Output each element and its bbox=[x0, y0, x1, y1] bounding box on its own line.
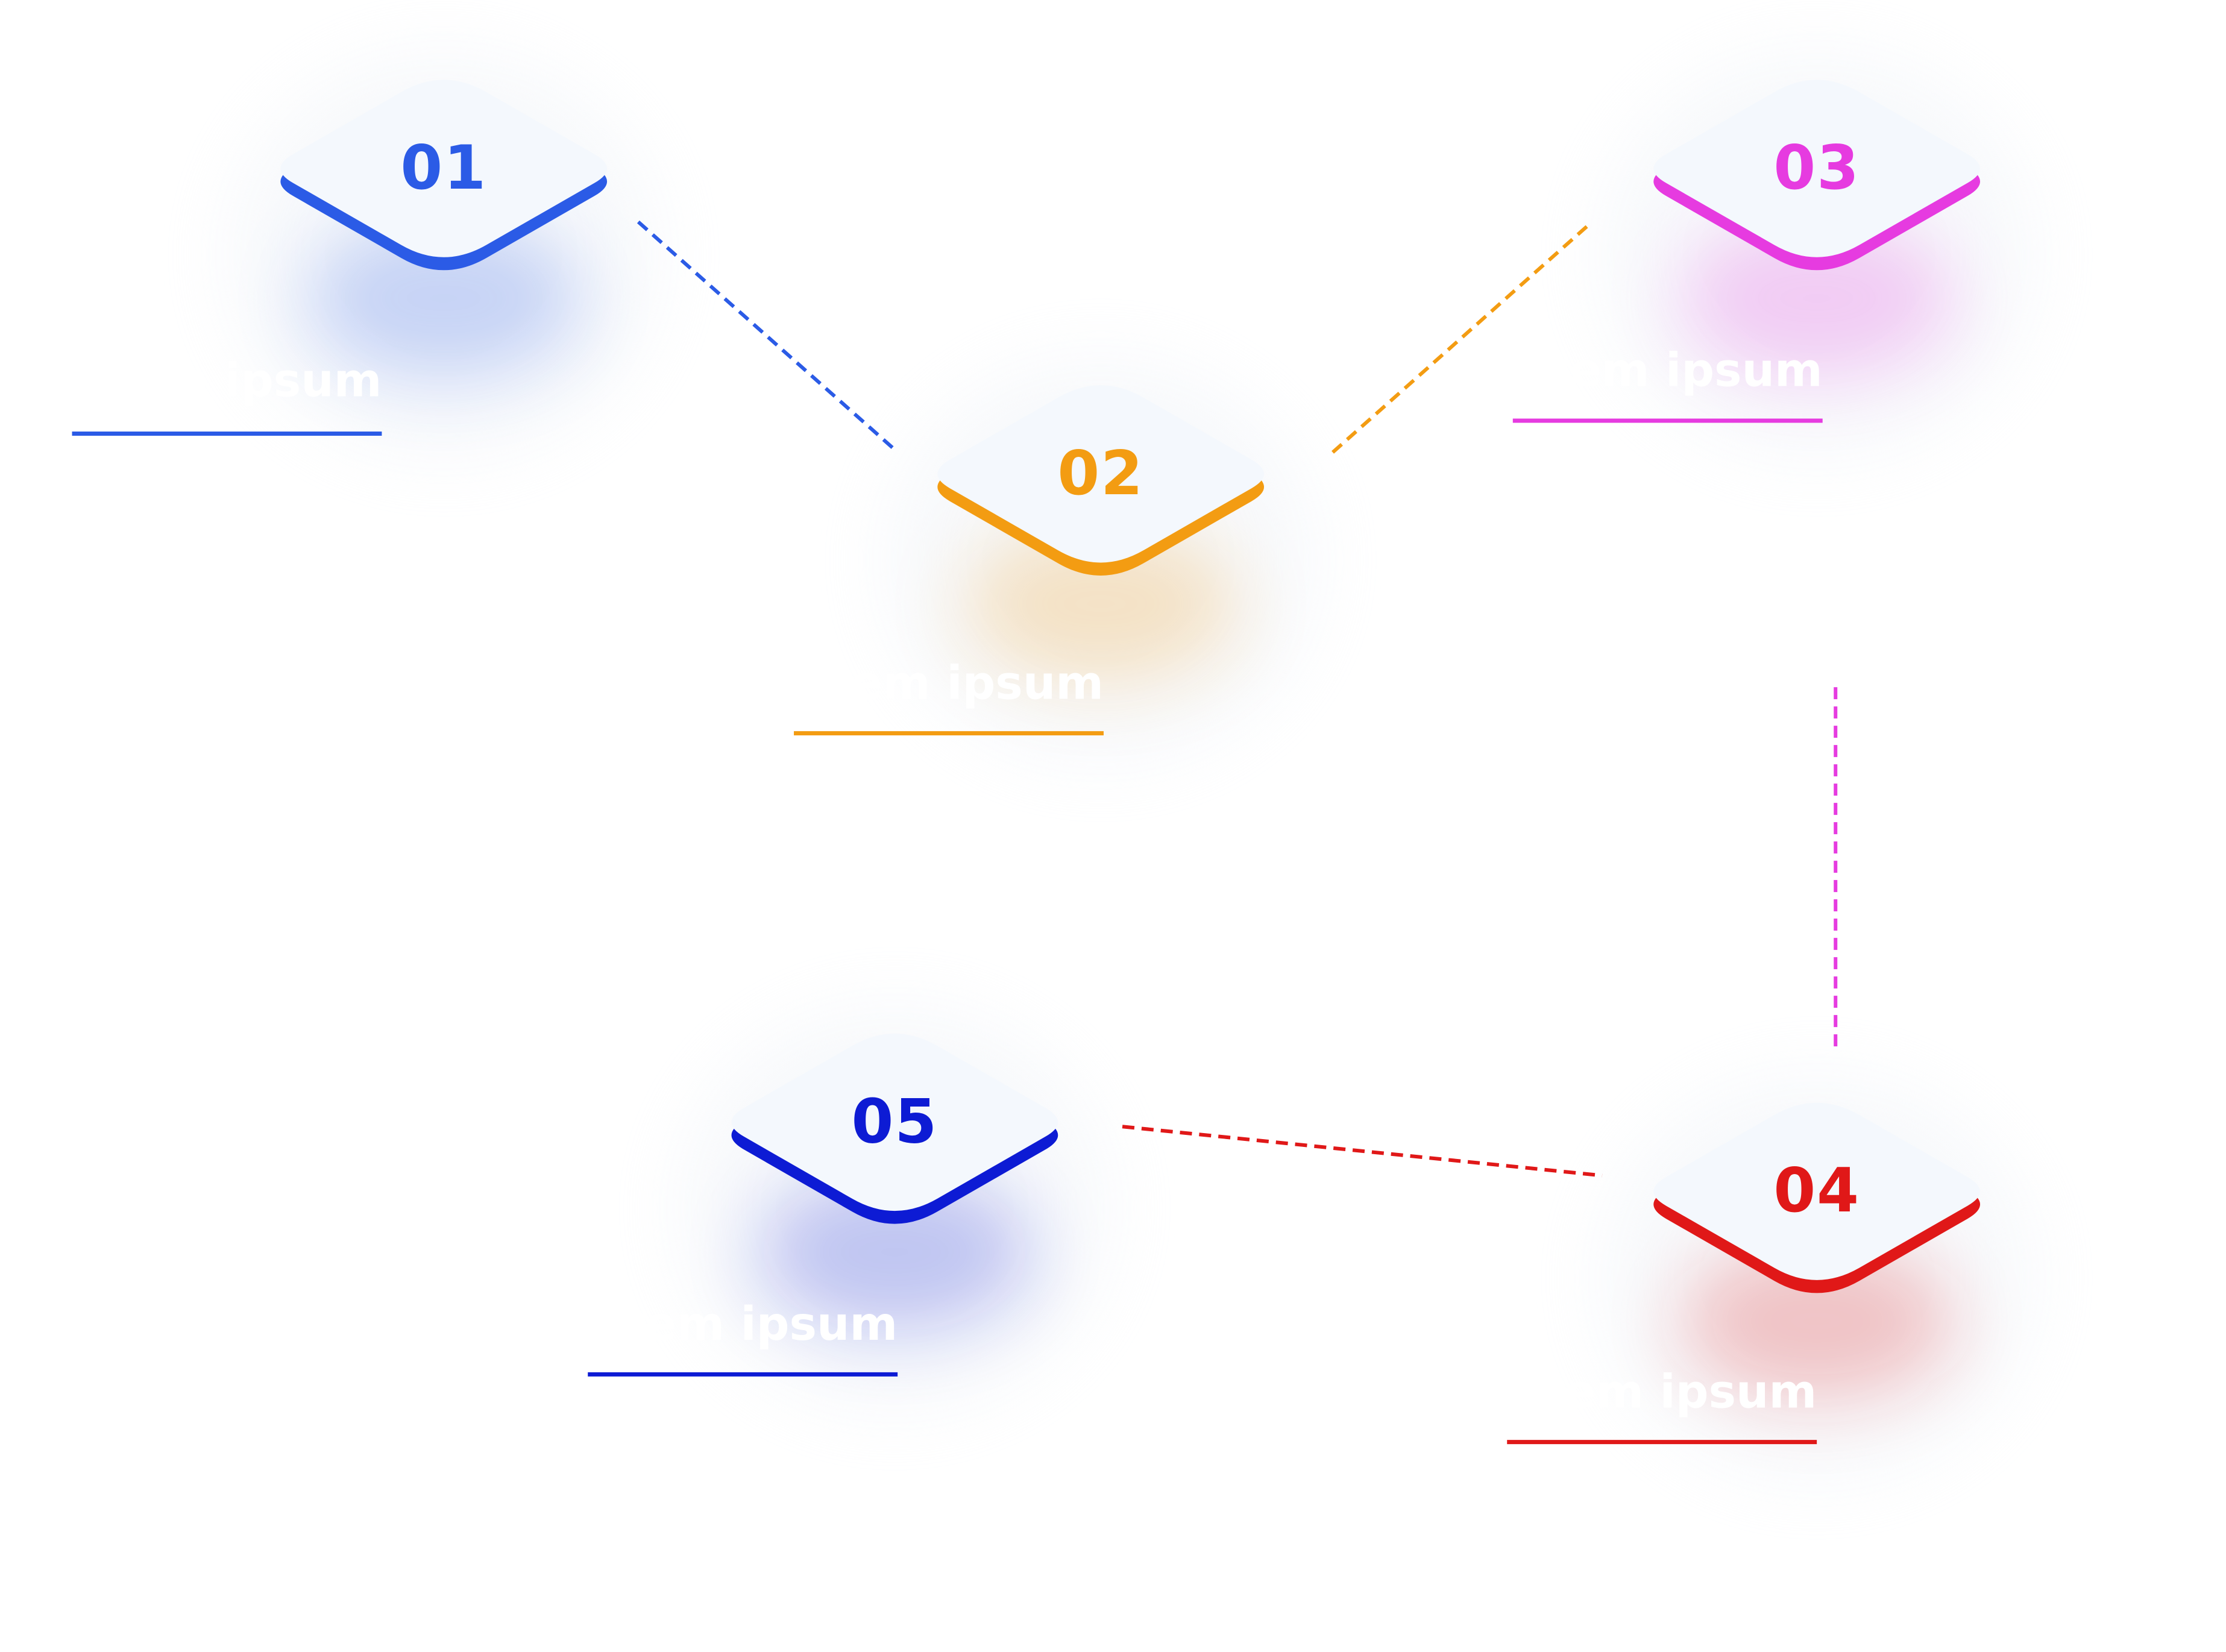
connector-01-02 bbox=[637, 220, 898, 453]
connector-layer bbox=[637, 220, 1838, 1178]
step-number: 05 bbox=[852, 1087, 939, 1157]
caption-05: Lorem ipsum bbox=[561, 1298, 898, 1377]
caption-layer: Lorem ipsum Lorem ipsum Lorem ipsum Lorem i… bbox=[46, 344, 1823, 1445]
tile-face bbox=[731, 1033, 1058, 1211]
tile-layer: 01 02 03 04 05 bbox=[280, 80, 1981, 1293]
step-tile-02: 02 bbox=[937, 385, 1265, 576]
step-tile-01: 01 bbox=[280, 80, 608, 271]
step-tile-05: 05 bbox=[731, 1033, 1058, 1224]
caption-text: Lorem ipsum bbox=[1480, 1365, 1817, 1419]
caption-01: Lorem ipsum bbox=[46, 354, 382, 436]
caption-text: Lorem ipsum bbox=[767, 656, 1104, 710]
step-tile-03: 03 bbox=[1653, 80, 1981, 271]
tile-face bbox=[280, 80, 608, 257]
step-tile-04: 04 bbox=[1653, 1102, 1981, 1293]
step-number: 04 bbox=[1773, 1155, 1860, 1226]
caption-04: Lorem ipsum bbox=[1480, 1365, 1817, 1445]
tile-face bbox=[1653, 1102, 1981, 1280]
caption-text: Lorem ipsum bbox=[1486, 344, 1823, 398]
caption-text: Lorem ipsum bbox=[561, 1298, 898, 1351]
step-number: 03 bbox=[1773, 133, 1860, 203]
caption-03: Lorem ipsum bbox=[1486, 344, 1823, 423]
connector-05-04 bbox=[1122, 1125, 1603, 1178]
caption-02: Lorem ipsum bbox=[767, 656, 1104, 736]
caption-text: Lorem ipsum bbox=[46, 354, 382, 407]
tile-face bbox=[937, 385, 1265, 563]
step-number: 01 bbox=[400, 133, 487, 203]
connector-02-03 bbox=[1332, 220, 1594, 454]
step-number: 02 bbox=[1057, 438, 1144, 509]
tile-face bbox=[1653, 80, 1981, 257]
